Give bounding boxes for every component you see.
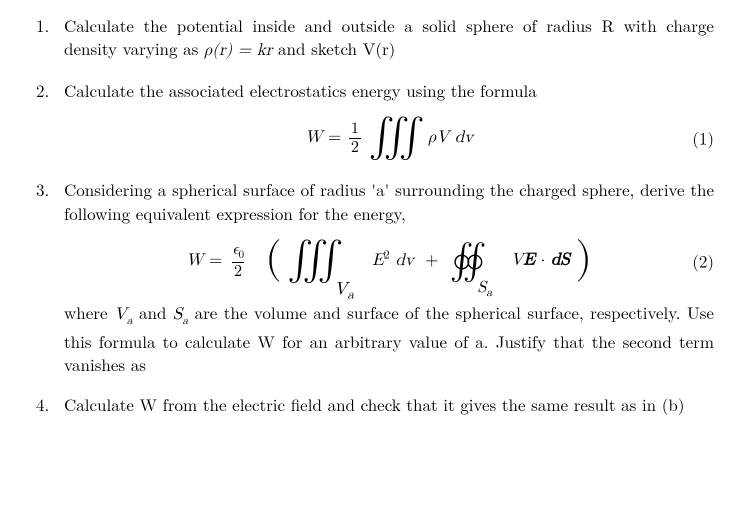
item3-where: where xyxy=(64,300,114,324)
item1-text-post: and sketch V(r) xyxy=(272,36,395,60)
eq2-term1-integrand: E xyxy=(366,252,383,269)
problem-list: Calculate the potential inside and outsi… xyxy=(36,14,714,416)
plus-sign: + xyxy=(420,252,450,269)
item3-and: and xyxy=(133,300,173,324)
item4-text: Calculate W from the electric field and … xyxy=(64,392,684,416)
eq2-frac-num: ϵ0 xyxy=(230,242,246,262)
item3-text-b: where Va and Sa are the volume and surfa… xyxy=(64,301,714,376)
eq2-term2: ∮∮Sa VE · dS xyxy=(450,243,570,279)
document-page: Calculate the potential inside and outsi… xyxy=(0,0,750,442)
item3-Sa: Sa xyxy=(173,306,188,323)
eq2-frac-den: 2 xyxy=(232,262,244,280)
item1-inline-eq: ρ(r) = kr xyxy=(204,42,272,59)
eq2-label: (2) xyxy=(692,250,714,273)
equation-1: W = 1 2 ∫∫∫ ρV dv (1) xyxy=(64,116,714,160)
equals-sign: = xyxy=(328,129,347,146)
eq1-frac: 1 2 xyxy=(349,121,361,156)
eq2-dv: dv xyxy=(390,252,414,269)
eq1-frac-den: 2 xyxy=(349,138,361,156)
eq1-body: W = 1 2 ∫∫∫ ρV dv xyxy=(305,119,473,158)
surface-integral-icon: ∮∮Sa xyxy=(450,243,491,279)
item2-text: Calculate the associated electrostatics … xyxy=(64,79,714,102)
equation-2: W = ϵ0 2 ( ∫∫∫Va E2 dv + ∮∮Sa xyxy=(64,239,714,283)
equals-sign: = xyxy=(209,252,228,269)
eq2-frac: ϵ0 2 xyxy=(230,242,246,280)
problem-item-1: Calculate the potential inside and outsi… xyxy=(36,14,714,63)
item3-text-a: Considering a spherical surface of radiu… xyxy=(64,178,714,225)
eq1-lhs: W xyxy=(305,129,322,146)
eq2-term1: ∫∫∫Va E2 dv xyxy=(287,242,414,281)
problem-item-4: Calculate W from the electric field and … xyxy=(36,393,714,416)
triple-integral-icon: ∫∫∫Va xyxy=(287,240,352,279)
eq1-integrand: ρV dv xyxy=(428,129,473,146)
item3-Va: Va xyxy=(114,306,133,323)
eq2-body: W = ϵ0 2 ( ∫∫∫Va E2 dv + ∮∮Sa xyxy=(186,240,592,283)
left-paren-icon: ( xyxy=(265,238,282,281)
eq2-lhs: W xyxy=(186,252,203,269)
eq1-label: (1) xyxy=(692,127,714,150)
triple-integral-icon: ∫∫∫ xyxy=(369,117,414,156)
problem-item-2: Calculate the associated electrostatics … xyxy=(36,79,714,160)
problem-item-3: Considering a spherical surface of radiu… xyxy=(36,178,714,376)
eq2-term2-integrand: VE · dS xyxy=(505,252,570,269)
eq1-frac-num: 1 xyxy=(349,121,361,138)
right-paren-icon: ) xyxy=(576,238,593,281)
